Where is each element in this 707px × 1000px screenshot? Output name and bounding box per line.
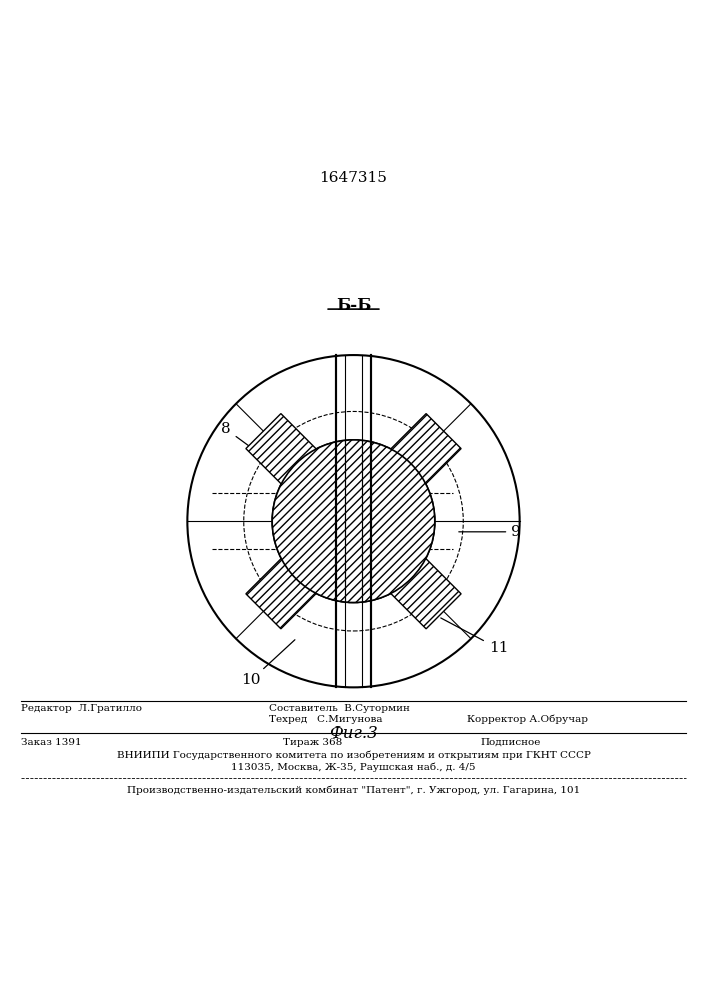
Polygon shape [246, 414, 376, 544]
Circle shape [384, 551, 414, 581]
Polygon shape [331, 414, 461, 544]
Text: 8: 8 [221, 422, 277, 467]
Text: Фиг.3: Фиг.3 [329, 725, 378, 742]
Text: 11: 11 [440, 618, 508, 655]
Text: Редактор  Л.Гратилло: Редактор Л.Гратилло [21, 704, 142, 713]
Text: Производственно-издательский комбинат "Патент", г. Ужгород, ул. Гагарина, 101: Производственно-издательский комбинат "П… [127, 785, 580, 795]
Text: Составитель  В.Сутормин: Составитель В.Сутормин [269, 704, 409, 713]
Polygon shape [331, 499, 461, 629]
Circle shape [293, 461, 323, 491]
Circle shape [384, 461, 414, 491]
Text: Тираж 368: Тираж 368 [283, 738, 342, 747]
Text: Подписное: Подписное [481, 738, 541, 747]
Text: Корректор А.Обручар: Корректор А.Обручар [467, 714, 588, 724]
Polygon shape [246, 499, 376, 629]
Text: 9: 9 [459, 525, 521, 539]
Text: Б-Б: Б-Б [336, 297, 371, 314]
Circle shape [272, 440, 435, 603]
Text: Заказ 1391: Заказ 1391 [21, 738, 82, 747]
Text: ВНИИПИ Государственного комитета по изобретениям и открытиям при ГКНТ СССР: ВНИИПИ Государственного комитета по изоб… [117, 750, 590, 760]
Text: 1647315: 1647315 [320, 171, 387, 185]
Text: 10: 10 [241, 640, 295, 687]
Circle shape [293, 551, 323, 581]
Text: 113035, Москва, Ж-35, Раушская наб., д. 4/5: 113035, Москва, Ж-35, Раушская наб., д. … [231, 762, 476, 772]
Text: Техред   С.Мигунова: Техред С.Мигунова [269, 715, 382, 724]
Circle shape [272, 440, 435, 603]
